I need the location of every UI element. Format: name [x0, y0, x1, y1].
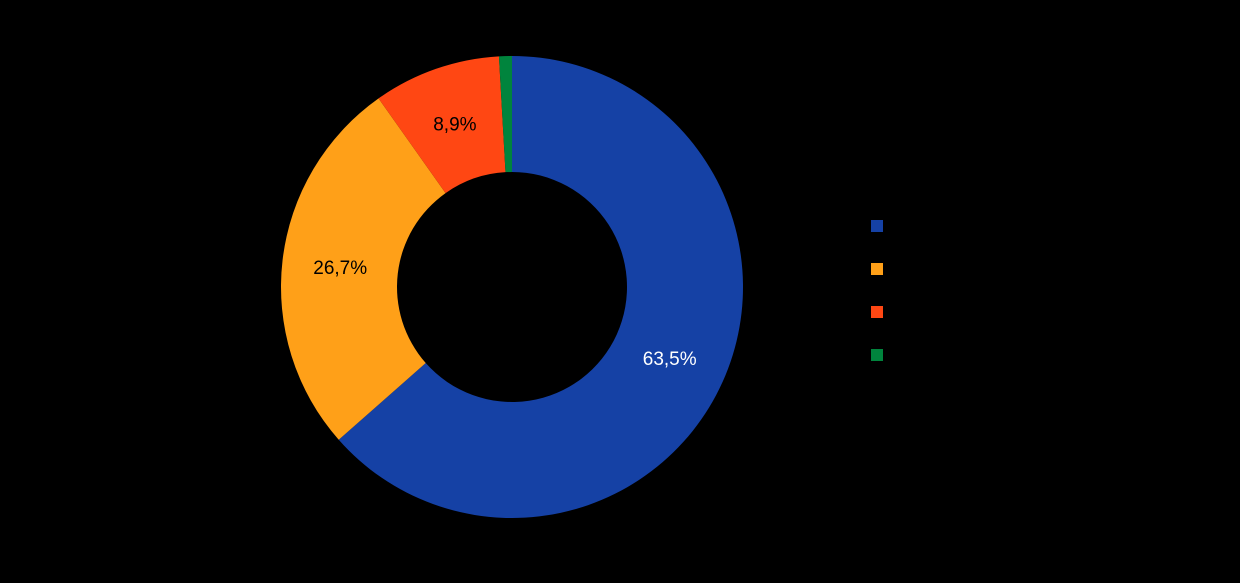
legend-item-blue — [871, 220, 891, 232]
donut-slice-red-orange — [378, 56, 506, 194]
legend-swatch-green — [871, 349, 883, 361]
legend-item-orange — [871, 263, 891, 275]
donut-slice-green — [498, 56, 512, 173]
slice-value-label-red-orange: 8,9% — [433, 115, 476, 136]
legend-swatch-blue — [871, 220, 883, 232]
legend-swatch-orange — [871, 263, 883, 275]
legend-item-green — [871, 349, 891, 361]
slice-value-label-blue: 63,5% — [643, 349, 697, 370]
donut-slice-blue — [338, 56, 743, 518]
slice-value-label-orange: 26,7% — [313, 258, 367, 279]
legend-swatch-red-orange — [871, 306, 883, 318]
legend — [871, 220, 891, 361]
donut-slice-orange — [281, 98, 446, 440]
legend-item-red-orange — [871, 306, 891, 318]
